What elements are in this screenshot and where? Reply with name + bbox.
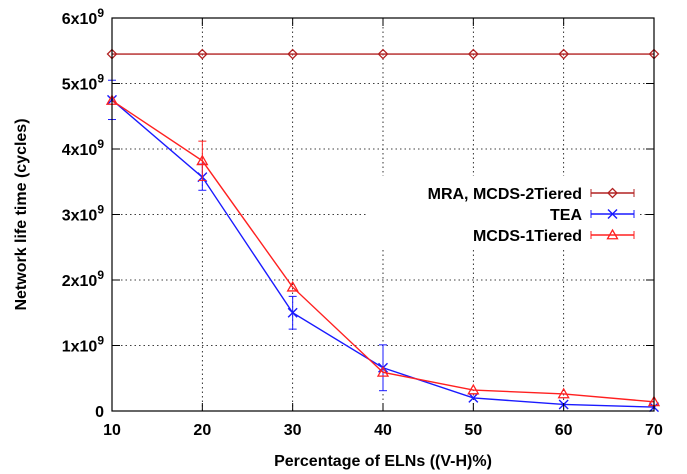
legend-marker bbox=[607, 209, 618, 219]
axis-ticks: 10 20 30 40 50 60 70 0 1x109 2x109 3x109 4x109 5x109… bbox=[62, 6, 663, 439]
legend-marker bbox=[607, 187, 618, 199]
x-tick-label: 50 bbox=[464, 422, 482, 439]
series-x bbox=[107, 79, 659, 413]
y-tick-label: 4x109 bbox=[62, 137, 105, 159]
data-point bbox=[286, 280, 299, 292]
data-point bbox=[467, 48, 479, 60]
legend-entry: MRA, MCDS-2Tiered bbox=[428, 186, 635, 203]
x-tick-label: 30 bbox=[284, 422, 302, 439]
x-axis-label: Percentage of ELNs ((V-H)%) bbox=[274, 453, 492, 470]
legend-label: MCDS-1Tiered bbox=[473, 228, 582, 245]
data-point bbox=[558, 48, 570, 60]
y-tick-label: 1x109 bbox=[62, 334, 105, 356]
legend-entry: MCDS-1Tiered bbox=[473, 228, 635, 245]
y-tick-label: 0 bbox=[95, 404, 104, 421]
y-tick-label: 3x109 bbox=[62, 203, 105, 225]
legend-label: TEA bbox=[550, 207, 582, 224]
y-tick-label: 6x109 bbox=[62, 6, 105, 28]
y-tick-label: 2x109 bbox=[62, 268, 105, 290]
x-tick-label: 70 bbox=[645, 422, 663, 439]
x-tick-label: 60 bbox=[555, 422, 573, 439]
data-point bbox=[287, 48, 299, 60]
data-point bbox=[377, 48, 389, 60]
y-axis-label: Network life time (cycles) bbox=[13, 118, 30, 310]
data-point bbox=[557, 387, 570, 399]
data-point bbox=[287, 307, 298, 318]
data-point bbox=[468, 392, 479, 403]
error-bar bbox=[198, 140, 207, 181]
x-tick-label: 20 bbox=[193, 422, 211, 439]
legend: MRA, MCDS-2Tiered TEA MCDS-1Tiered bbox=[428, 186, 635, 245]
series-triangle bbox=[105, 94, 661, 407]
legend-marker bbox=[606, 228, 619, 240]
data-point bbox=[467, 383, 480, 395]
y-tick-label: 5x109 bbox=[62, 72, 105, 94]
x-tick-label: 10 bbox=[103, 422, 121, 439]
legend-entry: TEA bbox=[550, 207, 635, 224]
data-point bbox=[196, 48, 208, 60]
x-tick-label: 40 bbox=[374, 422, 392, 439]
data-point bbox=[376, 366, 390, 377]
legend-label: MRA, MCDS-2Tiered bbox=[428, 186, 582, 203]
data-point bbox=[196, 154, 209, 166]
